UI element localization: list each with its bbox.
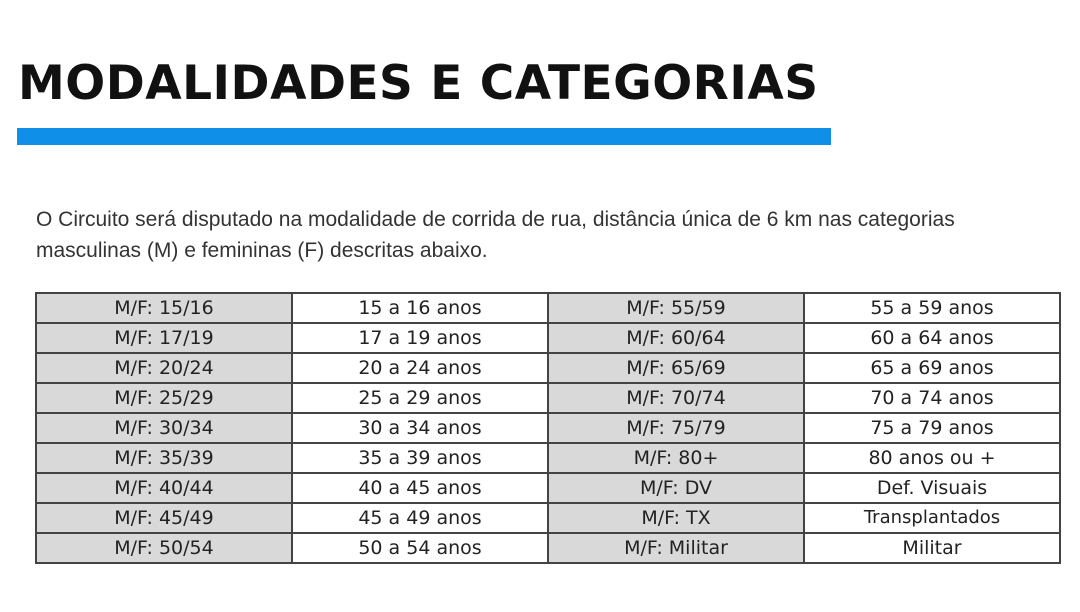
category-code-cell: M/F: 65/69 [547,352,805,384]
age-range-cell: 20 a 24 anos [291,352,549,384]
category-code-cell: M/F: 80+ [547,442,805,474]
age-range-cell: 15 a 16 anos [291,292,549,324]
table-row: M/F: 50/54 50 a 54 anos M/F: Militar Milita… [35,532,1061,564]
age-range-cell: 25 a 29 anos [291,382,549,414]
intro-paragraph: O Circuito será disputado na modalidade … [36,208,955,262]
page-title: MODALIDADES E CATEGORIAS [18,56,819,111]
age-range-cell: 55 a 59 anos [803,292,1061,324]
title-underline [17,128,831,145]
table-row: M/F: 35/39 35 a 39 anos M/F: 80+ 80 anos ou… [35,442,1061,474]
category-code-cell: M/F: 75/79 [547,412,805,444]
table-row: M/F: 25/29 25 a 29 anos M/F: 70/74 70 a 74 … [35,382,1061,414]
table-row: M/F: 20/24 20 a 24 anos M/F: 65/69 65 a 69 … [35,352,1061,384]
table-row: M/F: 45/49 45 a 49 anos M/F: TX Transplanta… [35,502,1061,534]
age-range-cell: 80 anos ou + [803,442,1061,474]
category-code-cell: M/F: 30/34 [35,412,293,444]
category-code-cell: M/F: DV [547,472,805,504]
category-code-cell: M/F: 70/74 [547,382,805,414]
table-row: M/F: 30/34 30 a 34 anos M/F: 75/79 75 a 79 … [35,412,1061,444]
age-range-cell: 30 a 34 anos [291,412,549,444]
age-range-cell: 50 a 54 anos [291,532,549,564]
category-code-cell: M/F: 40/44 [35,472,293,504]
age-range-cell: Militar [803,532,1061,564]
category-code-cell: M/F: 45/49 [35,502,293,534]
category-code-cell: M/F: 60/64 [547,322,805,354]
age-range-cell: 70 a 74 anos [803,382,1061,414]
age-range-cell: 40 a 45 anos [291,472,549,504]
category-code-cell: M/F: 15/16 [35,292,293,324]
age-range-cell: 17 a 19 anos [291,322,549,354]
category-code-cell: M/F: 25/29 [35,382,293,414]
age-range-cell: Transplantados [803,502,1061,534]
age-range-cell: 60 a 64 anos [803,322,1061,354]
categories-table: M/F: 15/16 15 a 16 anos M/F: 55/59 55 a 59 … [35,292,1061,564]
category-code-cell: M/F: 35/39 [35,442,293,474]
age-range-cell: 75 a 79 anos [803,412,1061,444]
category-code-cell: M/F: Militar [547,532,805,564]
age-range-cell: 65 a 69 anos [803,352,1061,384]
table-row: M/F: 40/44 40 a 45 anos M/F: DV Def. Visuai… [35,472,1061,504]
age-range-cell: 45 a 49 anos [291,502,549,534]
category-code-cell: M/F: 17/19 [35,322,293,354]
category-code-cell: M/F: 20/24 [35,352,293,384]
category-code-cell: M/F: 50/54 [35,532,293,564]
age-range-cell: Def. Visuais [803,472,1061,504]
table-row: M/F: 17/19 17 a 19 anos M/F: 60/64 60 a 64 … [35,322,1061,354]
age-range-cell: 35 a 39 anos [291,442,549,474]
table-row: M/F: 15/16 15 a 16 anos M/F: 55/59 55 a 59 … [35,292,1061,324]
category-code-cell: M/F: TX [547,502,805,534]
category-code-cell: M/F: 55/59 [547,292,805,324]
